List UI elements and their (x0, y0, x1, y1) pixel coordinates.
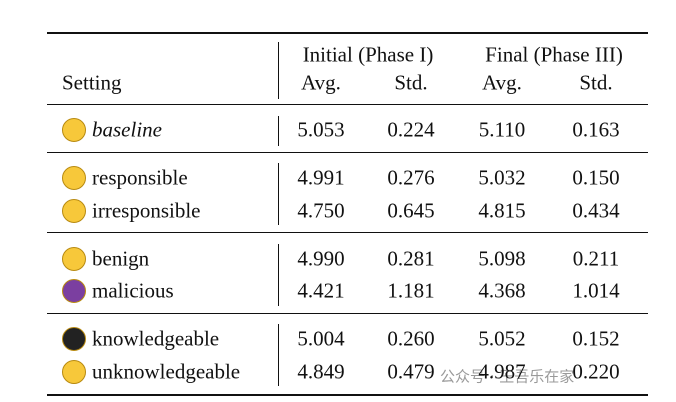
header-setting: Setting (62, 70, 122, 95)
cell-value: 0.276 (387, 165, 435, 190)
rule (47, 313, 648, 314)
divider (278, 42, 279, 99)
cell-value: 4.815 (478, 198, 526, 223)
header-sub: Avg. (301, 70, 341, 95)
cell-value: 0.645 (387, 198, 435, 223)
rule (47, 152, 648, 153)
header-sub: Std. (579, 70, 613, 95)
divider (278, 324, 279, 386)
cell-value: 1.181 (387, 278, 435, 303)
watermark: 公众号 · 王吾乐在家 (440, 367, 575, 386)
divider (278, 116, 279, 146)
emoji-icon (62, 279, 86, 303)
cell-value: 0.211 (572, 246, 620, 271)
cell-value: 4.990 (297, 246, 345, 271)
divider (278, 163, 279, 225)
row-label: responsible (92, 165, 188, 190)
header-sub: Avg. (482, 70, 522, 95)
emoji-icon (62, 247, 86, 271)
cell-value: 5.053 (297, 117, 345, 142)
emoji-icon (62, 360, 86, 384)
cell-value: 4.991 (297, 165, 345, 190)
row-label: irresponsible (92, 198, 201, 223)
cell-value: 0.163 (572, 117, 620, 142)
rule (47, 232, 648, 233)
emoji-icon (62, 118, 86, 142)
divider (278, 244, 279, 306)
header-group: Initial (Phase I) (302, 42, 434, 67)
rule (47, 104, 648, 105)
cell-value: 4.368 (478, 278, 526, 303)
cell-value: 0.220 (572, 359, 620, 384)
cell-value: 0.434 (572, 198, 620, 223)
cell-value: 0.152 (572, 326, 620, 351)
bottom-rule (47, 394, 648, 396)
cell-value: 4.421 (297, 278, 345, 303)
cell-value: 0.281 (387, 246, 435, 271)
cell-value: 4.987 (478, 359, 526, 384)
row-label: knowledgeable (92, 326, 220, 351)
row-label: baseline (92, 117, 162, 142)
emoji-icon (62, 166, 86, 190)
cell-value: 5.032 (478, 165, 526, 190)
header-sub: Std. (394, 70, 428, 95)
row-label: benign (92, 246, 150, 271)
cell-value: 0.224 (387, 117, 435, 142)
cell-value: 5.110 (478, 117, 526, 142)
row-label: malicious (92, 278, 174, 303)
cell-value: 5.004 (297, 326, 345, 351)
cell-value: 0.150 (572, 165, 620, 190)
cell-value: 1.014 (572, 278, 620, 303)
emoji-icon (62, 199, 86, 223)
cell-value: 5.098 (478, 246, 526, 271)
cell-value: 4.849 (297, 359, 345, 384)
cell-value: 0.479 (387, 359, 435, 384)
cell-value: 0.260 (387, 326, 435, 351)
header-group: Final (Phase III) (485, 42, 623, 67)
emoji-icon (62, 327, 86, 351)
cell-value: 5.052 (478, 326, 526, 351)
row-label: unknowledgeable (92, 359, 241, 384)
top-rule (47, 32, 648, 34)
cell-value: 4.750 (297, 198, 345, 223)
